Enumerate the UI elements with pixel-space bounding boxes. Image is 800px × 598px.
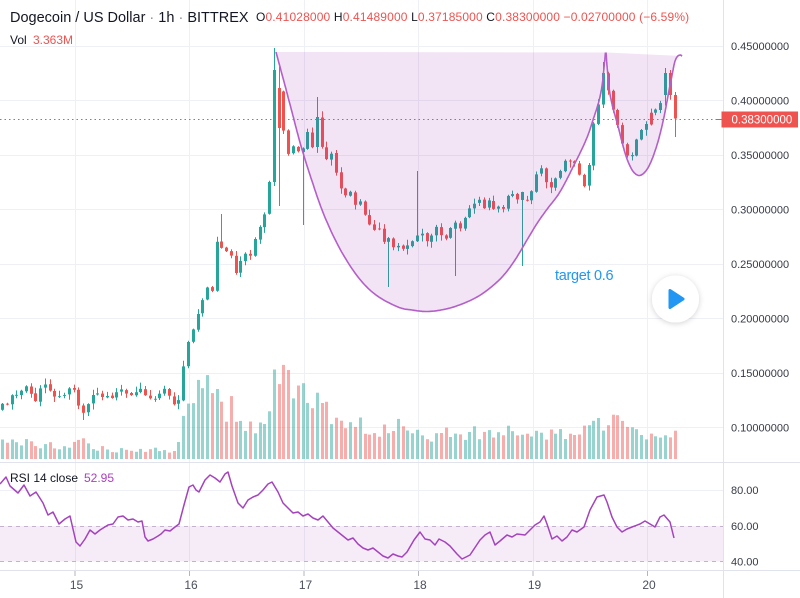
svg-text:17: 17 (299, 578, 313, 592)
svg-text:target 0.6: target 0.6 (555, 268, 613, 284)
svg-text:16: 16 (184, 578, 198, 592)
svg-text:19: 19 (528, 578, 542, 592)
svg-text:0.38300000: 0.38300000 (732, 115, 793, 127)
svg-text:18: 18 (413, 578, 427, 592)
svg-text:40.00: 40.00 (731, 557, 759, 569)
svg-text:0.10000000: 0.10000000 (731, 423, 789, 435)
svg-text:20: 20 (642, 578, 656, 592)
svg-text:0.30000000: 0.30000000 (731, 205, 789, 217)
svg-text:0.45000000: 0.45000000 (731, 41, 789, 53)
svg-text:0.15000000: 0.15000000 (731, 368, 789, 380)
svg-text:3.363M: 3.363M (33, 33, 73, 47)
svg-text:O0.41028000 H0.41489000 L0.371: O0.41028000 H0.41489000 L0.37185000 C0.3… (256, 10, 689, 24)
svg-text:60.00: 60.00 (731, 521, 759, 533)
svg-text:0.20000000: 0.20000000 (731, 314, 789, 326)
svg-text:RSI 14 close: RSI 14 close (10, 471, 78, 485)
svg-text:Vol: Vol (10, 33, 27, 47)
svg-text:0.40000000: 0.40000000 (731, 96, 789, 108)
svg-text:15: 15 (70, 578, 84, 592)
svg-text:Dogecoin / US Dollar · 1h · BI: Dogecoin / US Dollar · 1h · BITTREX (10, 10, 249, 26)
svg-text:80.00: 80.00 (731, 485, 759, 497)
svg-text:0.35000000: 0.35000000 (731, 150, 789, 162)
svg-text:52.95: 52.95 (84, 471, 114, 485)
svg-text:0.25000000: 0.25000000 (731, 259, 789, 271)
